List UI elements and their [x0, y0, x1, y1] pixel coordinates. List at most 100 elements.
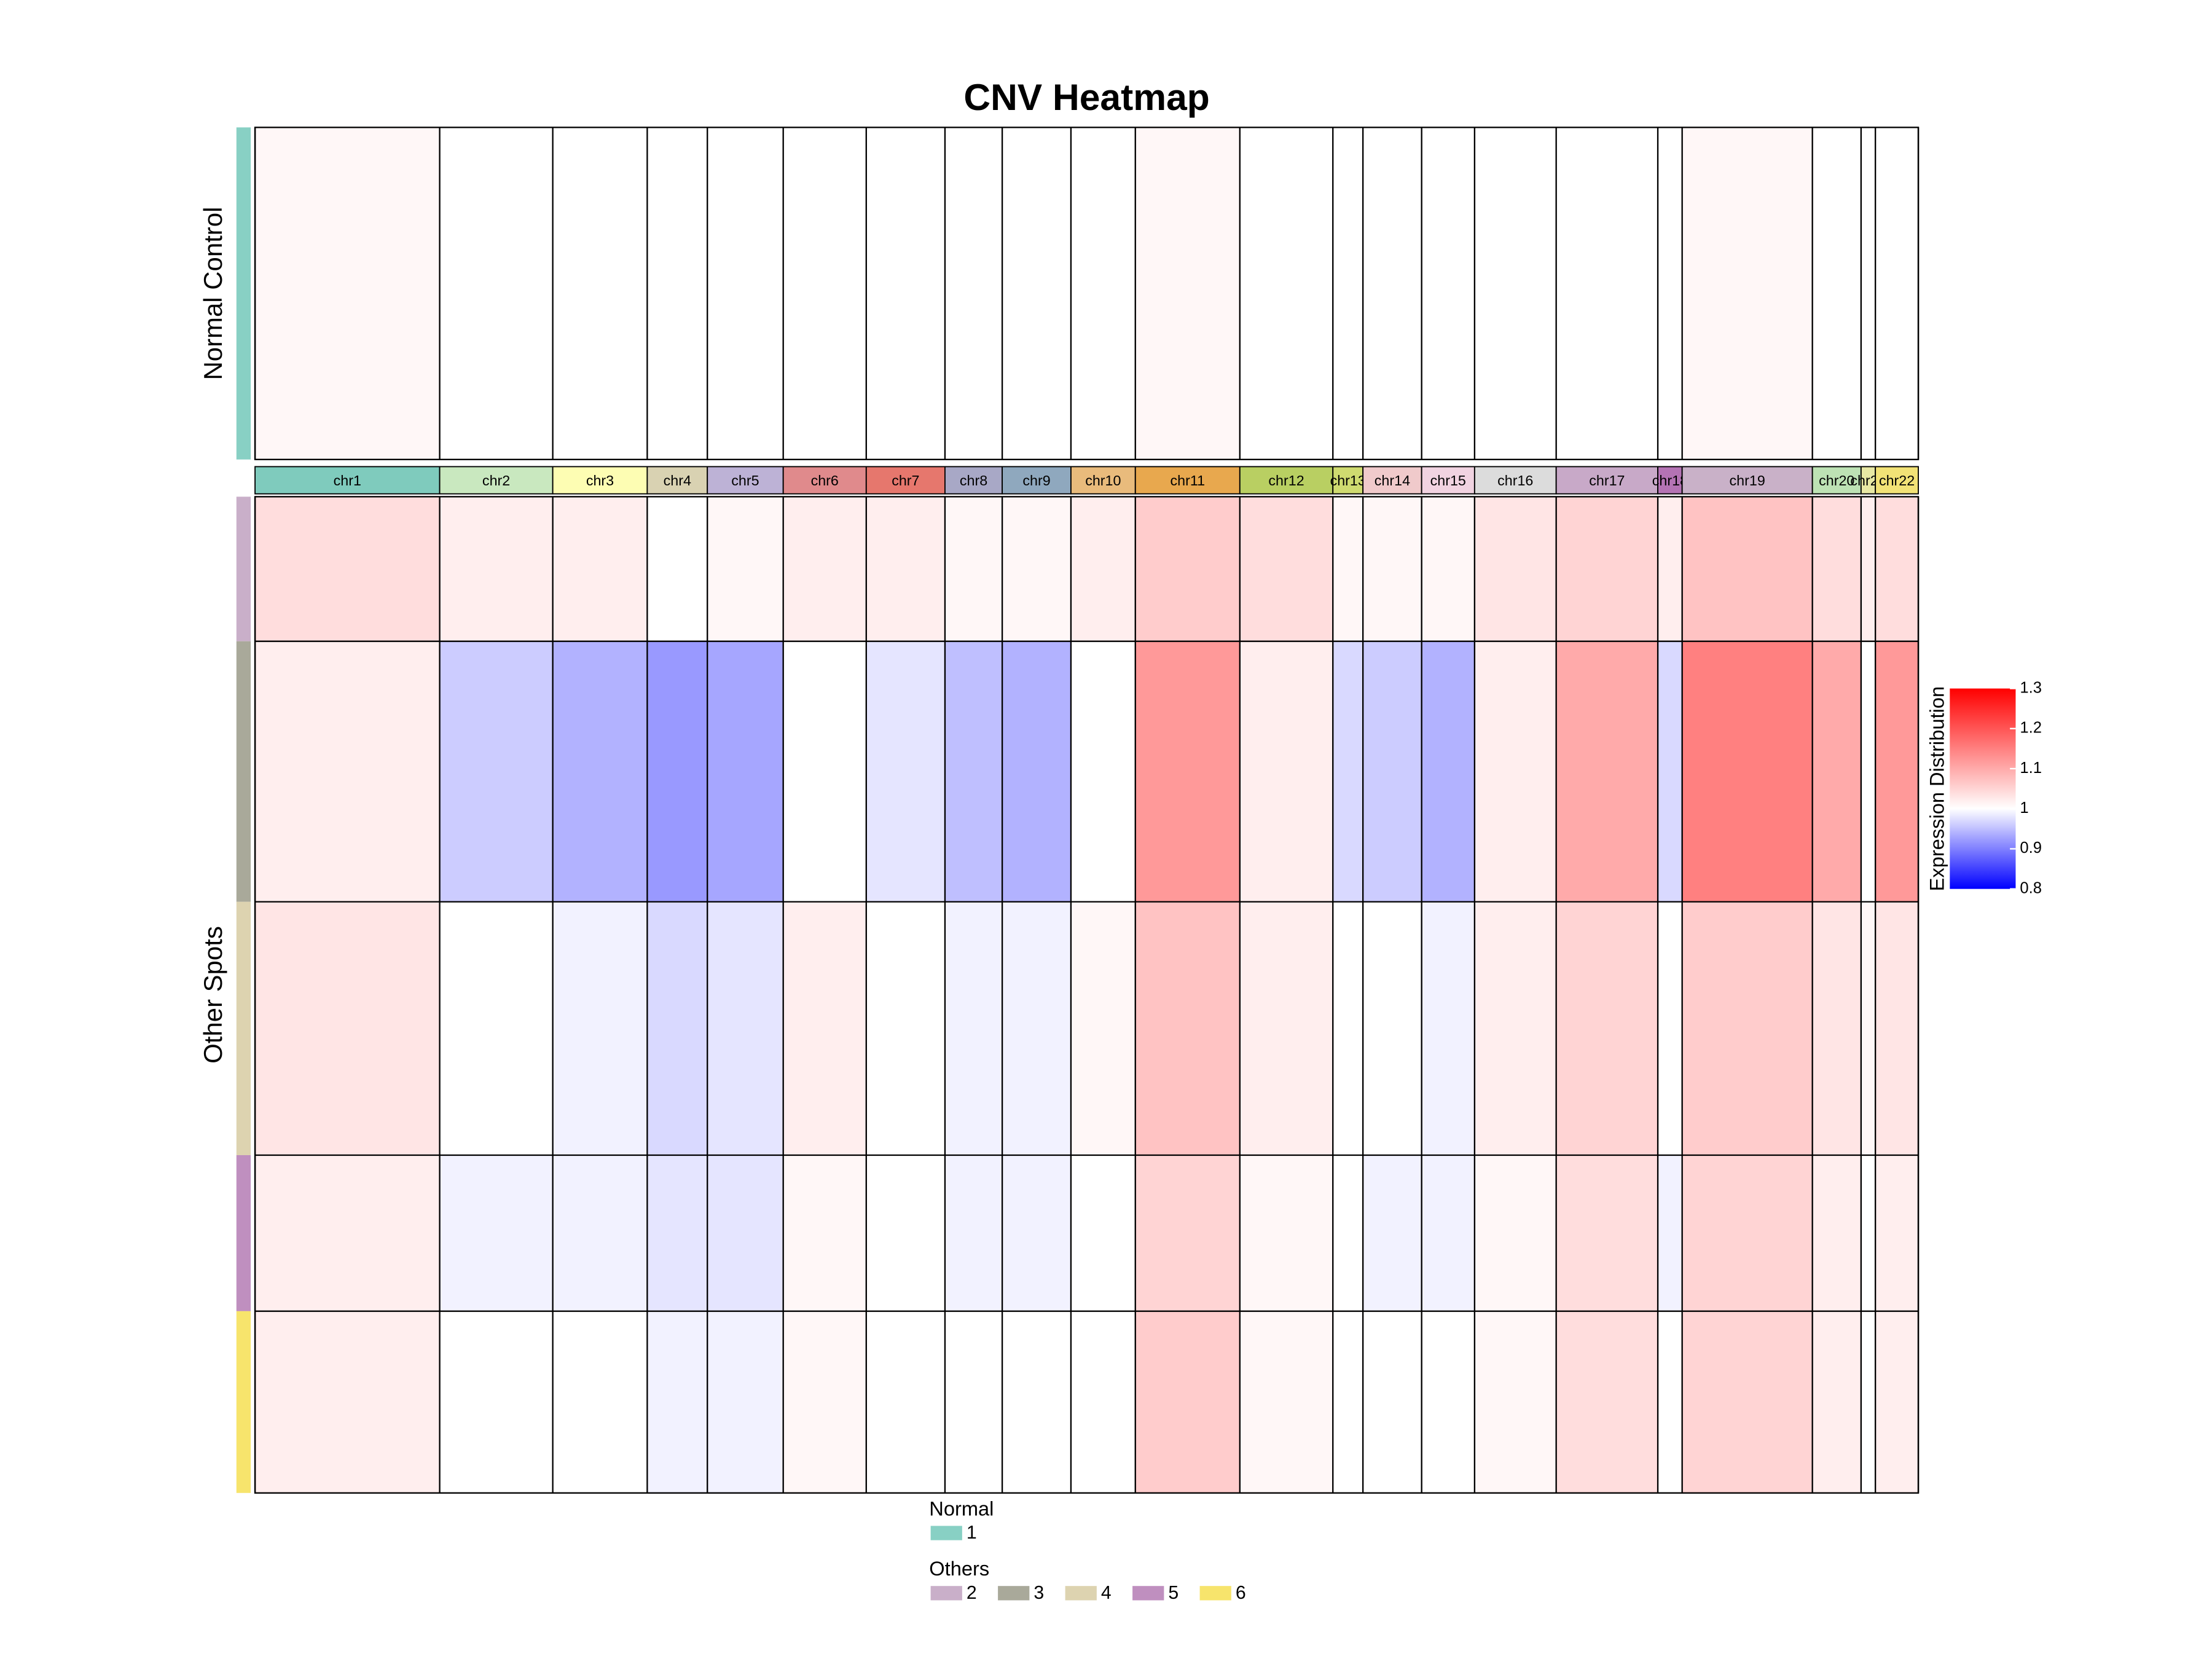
heatmap-cell	[1861, 1155, 1876, 1311]
heatmap-cell	[1658, 901, 1682, 1155]
heatmap-cell	[1812, 901, 1861, 1155]
heatmap-cell	[1875, 1155, 1919, 1311]
chromosome-label: chr1	[334, 473, 361, 488]
heatmap-cell	[1002, 1311, 1071, 1493]
chromosome-band	[1555, 466, 1658, 495]
chromosome-band	[1657, 466, 1683, 495]
chromosome-label: chr3	[586, 473, 614, 488]
heatmap-cell	[1002, 127, 1071, 460]
chromosome-band	[865, 466, 946, 495]
legend-swatch	[1199, 1586, 1231, 1601]
heatmap-cell	[1875, 1311, 1919, 1493]
heatmap-cell	[1875, 901, 1919, 1155]
chromosome-label: chr19	[1730, 473, 1765, 488]
heatmap-cell	[647, 1155, 708, 1311]
chromosome-band	[707, 466, 784, 495]
heatmap-cell	[1333, 496, 1363, 641]
heatmap-cell	[1363, 1155, 1422, 1311]
chromosome-band	[1362, 466, 1422, 495]
group-bar	[236, 127, 251, 460]
heatmap-cell	[647, 901, 708, 1155]
legend-label: 1	[967, 1523, 977, 1543]
heatmap-cell	[1658, 641, 1682, 902]
chromosome-band	[1070, 466, 1136, 495]
chromosome-band	[439, 466, 554, 495]
heatmap-cell	[1363, 901, 1422, 1155]
group-bar	[236, 496, 251, 641]
heatmap-cell	[1333, 641, 1363, 902]
heatmap-cell	[1363, 127, 1422, 460]
heatmap-cell	[1135, 496, 1240, 641]
heatmap-cell	[1421, 1155, 1475, 1311]
heatmap-cell	[1070, 496, 1135, 641]
colorbar-tick-label: 0.9	[2020, 839, 2042, 857]
chromosome-label: chr13	[1330, 473, 1366, 488]
heatmap-cell	[552, 901, 648, 1155]
chart-title: CNV Heatmap	[963, 76, 1209, 118]
heatmap-cell	[866, 1155, 945, 1311]
chromosome-band	[1811, 466, 1862, 495]
heatmap-cell	[1421, 901, 1475, 1155]
heatmap-cell	[1812, 127, 1861, 460]
heatmap-cell	[1556, 127, 1658, 460]
legend-label: 3	[1033, 1583, 1044, 1603]
heatmap-cell	[1363, 1311, 1422, 1493]
legend-swatch	[1065, 1586, 1097, 1601]
heatmap-cell	[1421, 1311, 1475, 1493]
heatmap-cell	[1474, 901, 1556, 1155]
heatmap-cell	[783, 1155, 866, 1311]
heatmap-cell	[1363, 496, 1422, 641]
heatmap-cell	[944, 496, 1003, 641]
chromosome-label: chr6	[811, 473, 839, 488]
heatmap-cell	[707, 641, 783, 902]
legend-title: Normal	[929, 1497, 994, 1520]
panel-border	[254, 127, 1920, 460]
heatmap-cell	[1682, 641, 1813, 902]
heatmap-cell	[1070, 901, 1135, 1155]
heatmap-cell	[647, 127, 708, 460]
heatmap-cell	[783, 496, 866, 641]
heatmap-cell	[1658, 1311, 1682, 1493]
heatmap-cell	[1239, 1311, 1333, 1493]
heatmap-cell	[866, 1311, 945, 1493]
chromosome-label: chr7	[892, 473, 919, 488]
heatmap-cell	[783, 127, 866, 460]
heatmap-cell	[1474, 1311, 1556, 1493]
heatmap-cell	[1333, 1311, 1363, 1493]
heatmap-cell	[647, 1311, 708, 1493]
heatmap-cell	[255, 1311, 440, 1493]
heatmap-cell	[1002, 901, 1071, 1155]
heatmap-cell	[552, 127, 648, 460]
heatmap-cell	[866, 641, 945, 902]
chromosome-label: chr12	[1268, 473, 1304, 488]
heatmap-cell	[1861, 127, 1876, 460]
heatmap-cell	[1682, 1155, 1813, 1311]
chromosome-band	[1421, 466, 1475, 495]
chromosome-label: chr16	[1497, 473, 1533, 488]
heatmap-cell	[255, 496, 440, 641]
heatmap-cell	[1002, 1155, 1071, 1311]
group-bar	[236, 1311, 251, 1493]
heatmap-cell	[1556, 1155, 1658, 1311]
heatmap-cell	[1812, 1311, 1861, 1493]
heatmap-cell	[1812, 641, 1861, 902]
heatmap-cell	[255, 1155, 440, 1311]
heatmap-cell	[1135, 641, 1240, 902]
heatmap-cell	[1421, 496, 1475, 641]
heatmap-cell	[1239, 641, 1333, 902]
heatmap-cell	[1135, 1311, 1240, 1493]
heatmap-cell	[647, 641, 708, 902]
heatmap-cell	[707, 127, 783, 460]
heatmap-cell	[1875, 127, 1919, 460]
chromosome-label: chr9	[1022, 473, 1050, 488]
colorbar-tick-label: 1.1	[2020, 759, 2042, 777]
heatmap-cell	[1861, 901, 1876, 1155]
chromosome-label: chr17	[1589, 473, 1625, 488]
heatmap-cell	[783, 1311, 866, 1493]
chromosome-label: chr2	[482, 473, 510, 488]
heatmap-cell	[1861, 1311, 1876, 1493]
heatmap-cell	[1682, 1311, 1813, 1493]
heatmap-cell	[255, 641, 440, 902]
